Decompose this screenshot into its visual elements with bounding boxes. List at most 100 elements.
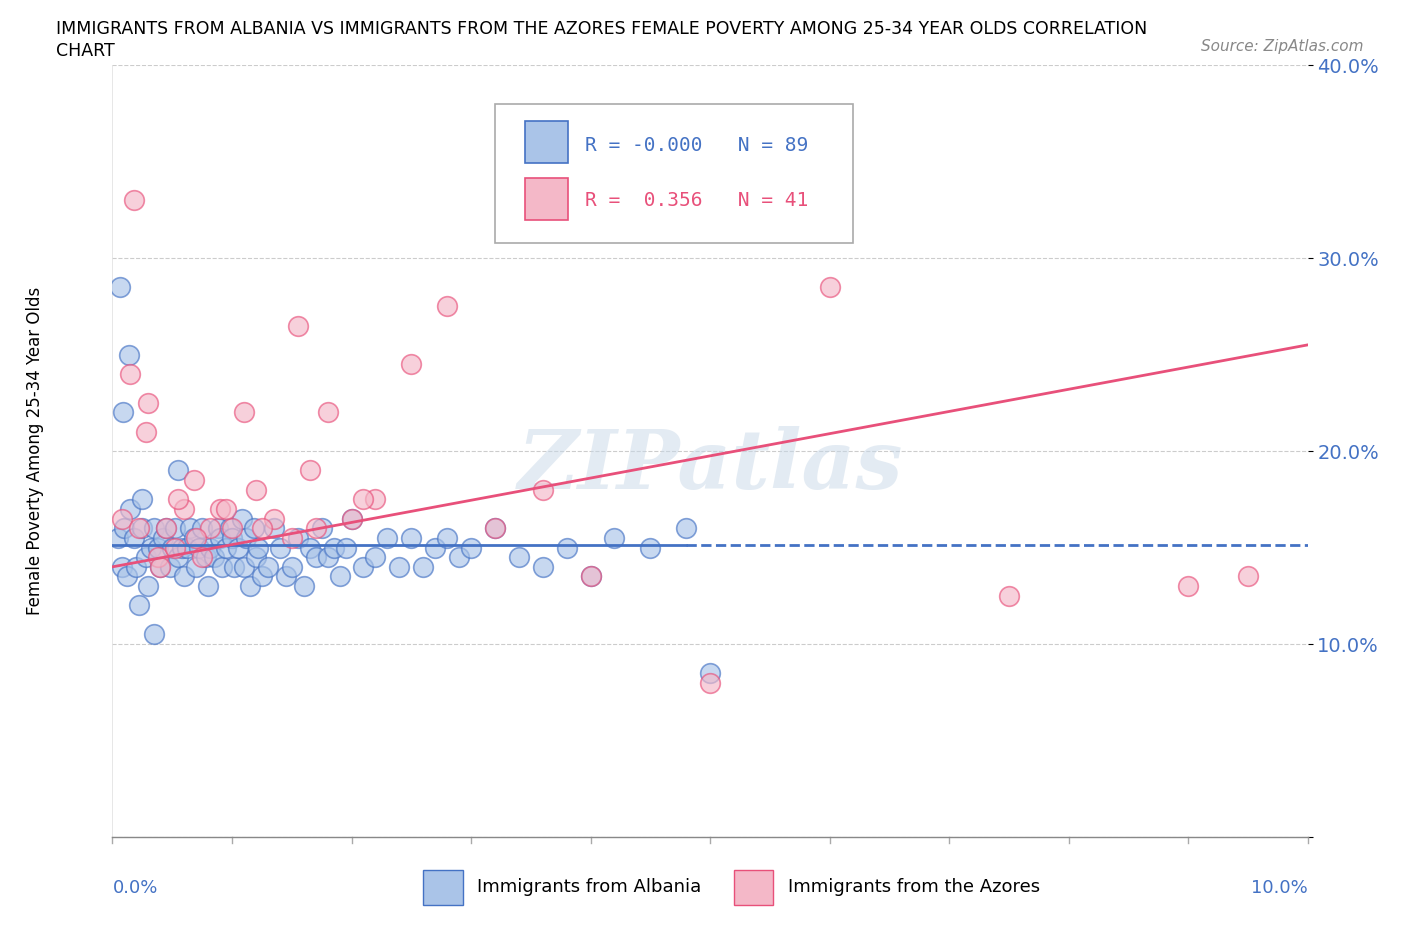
Point bbox=[484, 521, 506, 536]
Point bbox=[128, 521, 150, 536]
Point bbox=[231, 512, 253, 526]
Point bbox=[281, 559, 304, 574]
Point bbox=[125, 559, 148, 574]
Point bbox=[257, 559, 280, 574]
Point bbox=[353, 559, 375, 574]
Point bbox=[269, 540, 291, 555]
Point bbox=[191, 521, 214, 536]
Point bbox=[305, 550, 328, 565]
FancyBboxPatch shape bbox=[423, 870, 463, 905]
Point bbox=[316, 405, 339, 420]
Point bbox=[322, 540, 344, 555]
Point bbox=[436, 530, 458, 545]
Point bbox=[179, 521, 201, 536]
Point bbox=[194, 550, 217, 565]
Point bbox=[311, 521, 333, 536]
Point bbox=[460, 540, 482, 555]
Point bbox=[115, 569, 138, 584]
Point bbox=[207, 521, 229, 536]
Point bbox=[167, 550, 190, 565]
FancyBboxPatch shape bbox=[524, 178, 568, 220]
Point bbox=[239, 578, 262, 593]
Point bbox=[298, 463, 321, 478]
Point bbox=[340, 512, 363, 526]
Point bbox=[146, 540, 169, 555]
Point bbox=[449, 550, 471, 565]
FancyBboxPatch shape bbox=[524, 121, 568, 164]
Point bbox=[226, 540, 249, 555]
Point bbox=[818, 280, 841, 295]
Point bbox=[118, 347, 141, 362]
Point bbox=[209, 530, 232, 545]
Point bbox=[401, 530, 423, 545]
Point bbox=[224, 559, 246, 574]
Point bbox=[155, 521, 177, 536]
Point bbox=[340, 512, 363, 526]
Point bbox=[138, 578, 160, 593]
Point bbox=[233, 559, 256, 574]
Point bbox=[215, 501, 238, 516]
Point bbox=[640, 540, 662, 555]
Point bbox=[163, 521, 186, 536]
Text: R =  0.356   N = 41: R = 0.356 N = 41 bbox=[585, 191, 808, 210]
Point bbox=[159, 559, 181, 574]
Point bbox=[675, 521, 697, 536]
Point bbox=[353, 492, 375, 507]
Point bbox=[412, 559, 434, 574]
Point bbox=[603, 530, 626, 545]
Text: Immigrants from Albania: Immigrants from Albania bbox=[477, 878, 702, 897]
Point bbox=[1177, 578, 1199, 593]
Text: R = -0.000   N = 89: R = -0.000 N = 89 bbox=[585, 137, 808, 155]
Point bbox=[170, 540, 193, 555]
Point bbox=[235, 530, 257, 545]
Point bbox=[508, 550, 530, 565]
Point bbox=[699, 666, 721, 681]
Point bbox=[155, 521, 177, 536]
Point bbox=[146, 550, 169, 565]
Text: IMMIGRANTS FROM ALBANIA VS IMMIGRANTS FROM THE AZORES FEMALE POVERTY AMONG 25-34: IMMIGRANTS FROM ALBANIA VS IMMIGRANTS FR… bbox=[56, 20, 1147, 38]
Point bbox=[152, 530, 174, 545]
Point bbox=[531, 482, 554, 497]
Point bbox=[245, 550, 267, 565]
Point bbox=[111, 559, 134, 574]
Point bbox=[555, 540, 578, 555]
Point bbox=[316, 550, 339, 565]
Point bbox=[187, 540, 209, 555]
Point bbox=[111, 512, 134, 526]
Point bbox=[305, 521, 328, 536]
Point bbox=[335, 540, 357, 555]
Point bbox=[233, 405, 256, 420]
Point bbox=[579, 569, 602, 584]
Point bbox=[245, 482, 267, 497]
Point bbox=[186, 530, 208, 545]
Point bbox=[138, 395, 160, 410]
Point bbox=[388, 559, 411, 574]
Point bbox=[149, 559, 172, 574]
Point bbox=[162, 540, 183, 555]
Point bbox=[122, 530, 145, 545]
Point bbox=[247, 540, 270, 555]
Point bbox=[221, 530, 243, 545]
Point bbox=[183, 472, 205, 487]
Point bbox=[292, 578, 315, 593]
Point bbox=[287, 318, 309, 333]
Text: ZIPatlas: ZIPatlas bbox=[517, 427, 903, 507]
Point bbox=[263, 512, 285, 526]
Point bbox=[112, 405, 135, 420]
Point bbox=[167, 463, 190, 478]
Point bbox=[149, 559, 172, 574]
Point bbox=[167, 492, 190, 507]
Point bbox=[143, 627, 166, 642]
Point bbox=[131, 521, 153, 536]
Point bbox=[197, 578, 219, 593]
Point bbox=[531, 559, 554, 574]
Text: CHART: CHART bbox=[56, 42, 115, 60]
Point bbox=[209, 501, 232, 516]
Point bbox=[107, 530, 129, 545]
Point bbox=[242, 521, 264, 536]
Point bbox=[377, 530, 399, 545]
Point bbox=[114, 521, 135, 536]
Point bbox=[200, 540, 222, 555]
Point bbox=[263, 521, 285, 536]
Point bbox=[579, 569, 602, 584]
